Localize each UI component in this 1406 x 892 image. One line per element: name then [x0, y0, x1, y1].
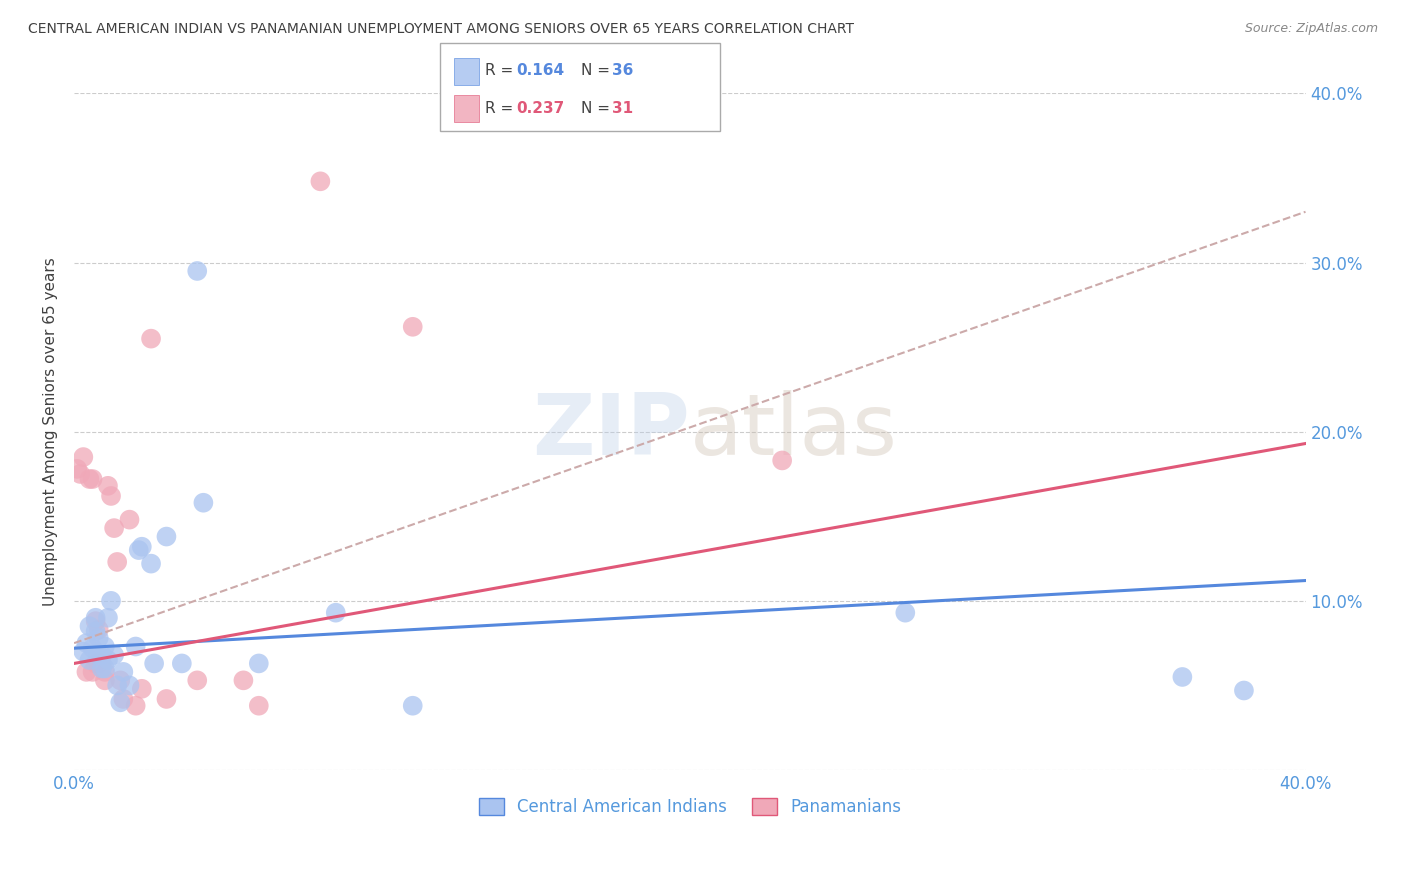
Point [97, 653, 120, 667]
Point [402, 319, 425, 334]
Point [100, 594, 122, 608]
Point [105, 555, 128, 569]
Text: R =: R = [485, 63, 519, 78]
Point [94, 673, 117, 688]
Point [94, 640, 117, 654]
Point [325, 606, 347, 620]
Point [79, 653, 101, 667]
Point [87, 657, 110, 671]
Text: atlas: atlas [690, 390, 898, 473]
Point [131, 681, 153, 696]
Point [139, 557, 162, 571]
Text: 36: 36 [612, 63, 633, 78]
Point [69, 467, 91, 481]
Point [79, 619, 101, 633]
Point [87, 623, 110, 637]
Text: N =: N = [581, 102, 614, 116]
Point [103, 648, 125, 662]
Point [84, 611, 107, 625]
Point [112, 692, 135, 706]
Point [90, 648, 112, 662]
Point [128, 543, 150, 558]
Text: CENTRAL AMERICAN INDIAN VS PANAMANIAN UNEMPLOYMENT AMONG SENIORS OVER 65 YEARS C: CENTRAL AMERICAN INDIAN VS PANAMANIAN UN… [28, 22, 853, 37]
Point [90, 661, 112, 675]
Point [1233, 683, 1256, 698]
Point [402, 698, 425, 713]
Point [100, 489, 122, 503]
Point [79, 472, 101, 486]
Point [75, 665, 97, 679]
Point [139, 332, 162, 346]
Point [84, 614, 107, 628]
Point [87, 648, 110, 662]
Point [112, 665, 135, 679]
Point [84, 624, 107, 639]
Point [124, 640, 146, 654]
Point [170, 657, 193, 671]
Point [75, 636, 97, 650]
Point [110, 695, 132, 709]
Text: 0.164: 0.164 [516, 63, 564, 78]
Text: R =: R = [485, 102, 519, 116]
Point [72, 450, 94, 464]
Text: N =: N = [581, 63, 614, 78]
Point [118, 678, 141, 692]
Point [82, 472, 104, 486]
Point [82, 641, 104, 656]
Point [309, 174, 332, 188]
Y-axis label: Unemployment Among Seniors over 65 years: Unemployment Among Seniors over 65 years [44, 257, 58, 606]
Point [143, 657, 166, 671]
Point [97, 479, 120, 493]
Point [247, 698, 270, 713]
Point [894, 606, 917, 620]
Point [84, 657, 107, 671]
Point [186, 264, 208, 278]
Point [118, 513, 141, 527]
Legend: Central American Indians, Panamanians: Central American Indians, Panamanians [472, 791, 908, 822]
Point [103, 521, 125, 535]
Point [186, 673, 208, 688]
Point [94, 661, 117, 675]
Point [770, 453, 793, 467]
Text: ZIP: ZIP [531, 390, 690, 473]
Point [72, 644, 94, 658]
Point [97, 611, 120, 625]
Point [110, 673, 132, 688]
Point [82, 665, 104, 679]
Point [124, 698, 146, 713]
Point [94, 665, 117, 679]
Point [87, 631, 110, 645]
Text: Source: ZipAtlas.com: Source: ZipAtlas.com [1244, 22, 1378, 36]
Point [155, 530, 177, 544]
Point [105, 678, 128, 692]
Point [232, 673, 254, 688]
Point [247, 657, 270, 671]
Point [155, 692, 177, 706]
Point [90, 657, 112, 671]
Text: 31: 31 [612, 102, 633, 116]
Text: 0.237: 0.237 [516, 102, 564, 116]
Point [193, 496, 215, 510]
Point [66, 462, 89, 476]
Point [1171, 670, 1194, 684]
Point [131, 540, 153, 554]
